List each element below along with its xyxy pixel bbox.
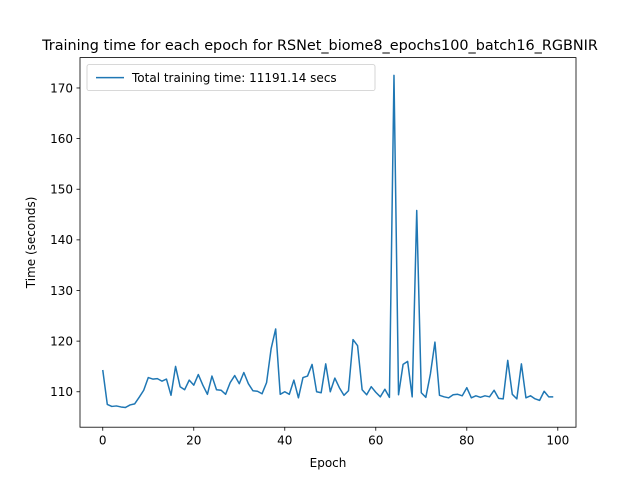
plot-area bbox=[79, 57, 577, 428]
x-axis-label: Epoch bbox=[310, 456, 347, 470]
series-line-0 bbox=[102, 74, 554, 409]
x-tick-label: 80 bbox=[459, 434, 474, 448]
legend-label: Total training time: 11191.14 secs bbox=[131, 71, 337, 85]
y-tick-label: 110 bbox=[50, 385, 73, 399]
y-tick-label: 140 bbox=[50, 233, 73, 247]
legend-box bbox=[86, 64, 376, 91]
y-tick-label: 120 bbox=[50, 334, 73, 348]
y-axis-label: Time (seconds) bbox=[24, 197, 38, 290]
x-tick-label: 100 bbox=[546, 434, 569, 448]
series-layer bbox=[102, 74, 554, 409]
x-axis: 0 20 40 60 80 100 bbox=[99, 427, 569, 448]
y-tick-label: 170 bbox=[50, 81, 73, 95]
chart-title: Training time for each epoch for RSNet_b… bbox=[41, 38, 598, 54]
legend: Total training time: 11191.14 secs bbox=[86, 64, 376, 91]
x-tick-label: 20 bbox=[186, 434, 201, 448]
y-axis: 110 120 130 140 150 160 170 bbox=[50, 81, 80, 399]
y-tick-label: 130 bbox=[50, 284, 73, 298]
y-tick-label: 150 bbox=[50, 183, 73, 197]
y-tick-label: 160 bbox=[50, 132, 73, 146]
x-tick-label: 60 bbox=[368, 434, 383, 448]
x-tick-label: 0 bbox=[99, 434, 107, 448]
x-tick-label: 40 bbox=[277, 434, 292, 448]
